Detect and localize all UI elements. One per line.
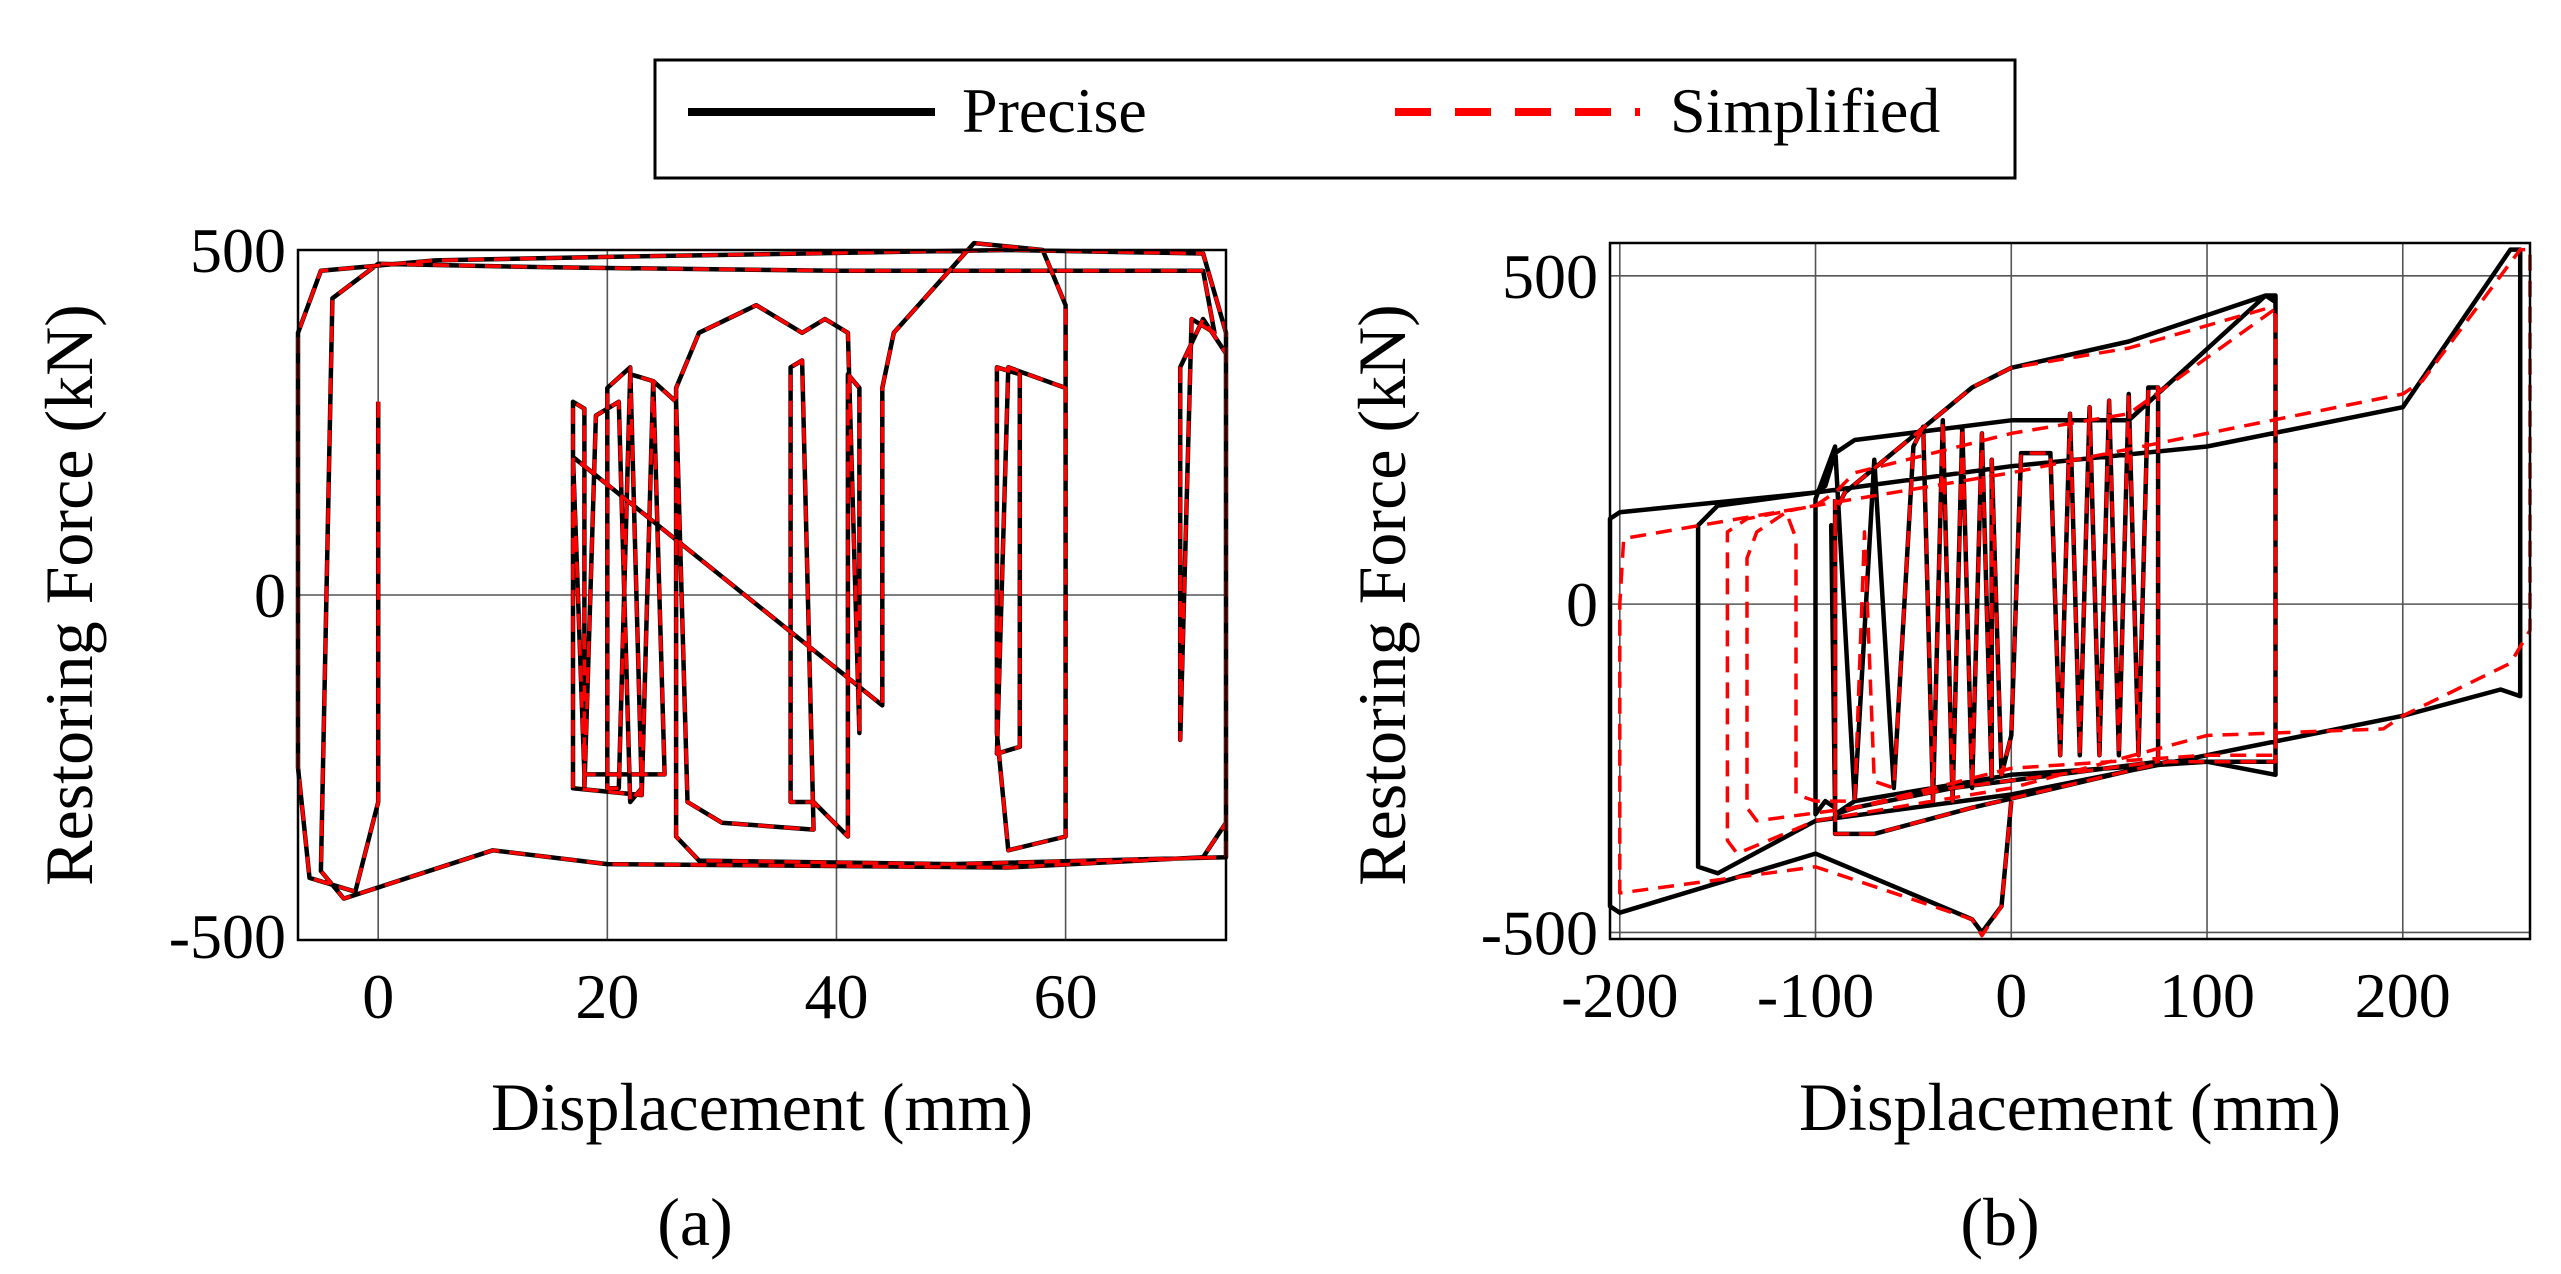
panel-b-xtick-label: 200 [2355, 960, 2451, 1031]
panel-b: -200 -100 0 100 200 -500 0 500 Displacement (m… [1344, 241, 2532, 1260]
panel-b-xtick-label: 100 [2159, 960, 2255, 1031]
legend-box [653, 58, 2017, 180]
panel-b-ytick-label: 0 [1566, 569, 1598, 640]
panel-b-ylabel: Restoring Force (kN) [1344, 304, 1420, 886]
panel-b-subtitle: (b) [1960, 1184, 2039, 1260]
panel-b-frame [1608, 241, 2532, 941]
panel-b-ytick-labels: -500 0 500 [1481, 241, 1598, 969]
panel-b-plot-area [1607, 247, 2532, 938]
panel-a-xlabel: Displacement (mm) [491, 1069, 1033, 1145]
panel-a-xtick-label: 40 [804, 961, 868, 1032]
panel-b-xtick-label: -200 [1561, 960, 1678, 1031]
panel-b-ytick-label: 500 [1502, 241, 1598, 312]
panel-a-ytick-label: 0 [254, 560, 286, 631]
panel-a-xtick-labels: 0 20 40 60 [362, 961, 1097, 1032]
panel-a-subtitle: (a) [657, 1184, 732, 1260]
panel-a-ytick-label: -500 [169, 901, 286, 972]
panel-a-xtick-label: 60 [1034, 961, 1098, 1032]
panel-a-grid [298, 249, 1226, 941]
legend-simplified-label: Simplified [1670, 75, 1940, 146]
panel-a-frame [296, 248, 1228, 942]
panel-a-ylabel: Restoring Force (kN) [31, 304, 107, 886]
panel-a-series-simplified [296, 241, 1228, 901]
panel-b-xlabel: Displacement (mm) [1799, 1069, 2341, 1145]
legend-precise-label: Precise [962, 75, 1147, 146]
panel-a-xtick-label: 20 [575, 961, 639, 1032]
panel-a-ytick-labels: -500 0 500 [169, 215, 286, 972]
panel-b-ytick-label: -500 [1481, 897, 1598, 968]
panel-a-ytick-label: 500 [190, 215, 286, 286]
panel-a-series-precise [295, 240, 1229, 901]
panel-a-plot-area [295, 240, 1229, 901]
panel-b-xtick-label: -100 [1757, 960, 1874, 1031]
panel-b-xtick-labels: -200 -100 0 100 200 [1561, 960, 2451, 1031]
panel-a: 0 20 40 60 -500 0 500 Displacement (mm) Resto… [31, 215, 1229, 1260]
panel-b-xtick-label: 0 [1995, 960, 2027, 1031]
panel-a-xtick-label: 0 [362, 961, 394, 1032]
panel-b-series-precise [1607, 247, 2523, 935]
legend: Precise Simplified [653, 58, 2017, 180]
